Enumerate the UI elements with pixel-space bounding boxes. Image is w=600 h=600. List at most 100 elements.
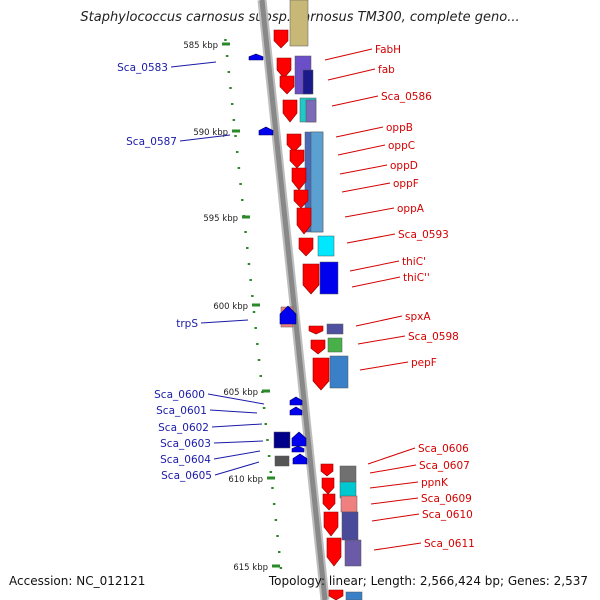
label-leader bbox=[335, 126, 384, 138]
label-leader bbox=[367, 447, 416, 465]
forward-gene[interactable] bbox=[322, 493, 336, 511]
reverse-gene[interactable] bbox=[289, 406, 303, 416]
genome-stats: Topology: linear; Length: 2,566,424 bp; … bbox=[268, 574, 588, 588]
scale-label: 615 kbp bbox=[233, 563, 268, 573]
gene-label-forward[interactable]: fab bbox=[378, 64, 395, 76]
reverse-gene[interactable] bbox=[248, 53, 264, 61]
gene-label-forward[interactable]: Sca_0607 bbox=[419, 460, 470, 472]
gene-label-forward[interactable]: Sca_0593 bbox=[398, 229, 449, 241]
scale-label: 590 kbp bbox=[193, 128, 228, 138]
gene-label-forward[interactable]: pepF bbox=[411, 357, 437, 369]
gene-label-forward[interactable]: Sca_0586 bbox=[381, 91, 432, 103]
label-leader bbox=[373, 542, 422, 551]
label-leader bbox=[341, 182, 391, 193]
reverse-gene[interactable] bbox=[279, 305, 297, 325]
gene-label-forward[interactable]: spxA bbox=[405, 311, 431, 323]
forward-gene[interactable] bbox=[328, 589, 344, 600]
gene-label-reverse[interactable]: Sca_0604 bbox=[160, 454, 211, 466]
scale-label: 600 kbp bbox=[213, 302, 248, 312]
gene-label-reverse[interactable]: Sca_0602 bbox=[158, 422, 209, 434]
gene-label-forward[interactable]: Sca_0609 bbox=[421, 493, 472, 505]
label-leader bbox=[179, 134, 231, 142]
gene-label-reverse[interactable]: Sca_0603 bbox=[160, 438, 211, 450]
gene-label-forward[interactable]: Sca_0606 bbox=[418, 443, 469, 455]
forward-gene[interactable] bbox=[289, 149, 305, 169]
feature-bar bbox=[341, 511, 359, 541]
label-leader bbox=[370, 497, 419, 505]
label-leader bbox=[331, 95, 379, 107]
label-leader bbox=[214, 461, 260, 476]
forward-gene[interactable] bbox=[310, 339, 326, 355]
label-leader bbox=[369, 464, 417, 474]
forward-gene[interactable] bbox=[312, 357, 330, 391]
label-leader bbox=[209, 409, 258, 414]
reverse-gene[interactable] bbox=[289, 396, 303, 406]
gene-label-forward[interactable]: Sca_0610 bbox=[422, 509, 473, 521]
feature-bar bbox=[302, 69, 314, 95]
forward-gene[interactable] bbox=[282, 99, 298, 123]
gene-label-forward[interactable]: oppD bbox=[390, 160, 418, 172]
gene-label-forward[interactable]: thiC'' bbox=[403, 272, 430, 284]
gene-label-reverse[interactable]: Sca_0601 bbox=[156, 405, 207, 417]
gene-label-forward[interactable]: ppnK bbox=[421, 477, 449, 489]
forward-gene[interactable] bbox=[323, 511, 339, 537]
gene-label-reverse[interactable]: Sca_0583 bbox=[117, 62, 168, 74]
forward-gene[interactable] bbox=[291, 167, 307, 191]
scale-labels: 585 kbp 590 kbp 595 kbp 600 kbp 605 kbp 610 k… bbox=[183, 41, 268, 573]
gene-label-forward[interactable]: Sca_0611 bbox=[424, 538, 475, 550]
forward-gene[interactable] bbox=[298, 237, 314, 257]
label-leader bbox=[339, 164, 388, 175]
forward-gene[interactable] bbox=[308, 325, 324, 335]
forward-gene[interactable] bbox=[302, 263, 320, 295]
reverse-gene[interactable] bbox=[258, 126, 274, 136]
gene-labels[interactable]: FabH fab Sca_0586 oppB oppC oppD oppF oppA Sca_0… bbox=[117, 44, 475, 550]
label-leader bbox=[337, 144, 386, 156]
forward-gene[interactable] bbox=[279, 75, 295, 95]
feature-bar bbox=[340, 495, 358, 513]
forward-gene[interactable] bbox=[276, 57, 292, 79]
scale-label: 585 kbp bbox=[183, 41, 218, 51]
label-leader bbox=[346, 233, 396, 244]
gene-glyphs[interactable] bbox=[248, 29, 344, 600]
gene-label-reverse[interactable]: trpS bbox=[176, 318, 198, 330]
forward-gene[interactable] bbox=[321, 477, 335, 495]
label-leader bbox=[211, 423, 263, 428]
gene-label-forward[interactable]: FabH bbox=[375, 44, 401, 56]
label-leader bbox=[213, 450, 261, 460]
label-leader bbox=[324, 48, 373, 61]
backbone-line bbox=[259, 0, 328, 600]
gene-label-reverse[interactable]: Sca_0605 bbox=[161, 470, 212, 482]
feature-bar bbox=[310, 131, 324, 233]
forward-gene[interactable] bbox=[320, 463, 334, 477]
label-leader bbox=[359, 361, 409, 371]
gene-label-forward[interactable]: oppC bbox=[388, 140, 415, 152]
feature-bar bbox=[305, 99, 317, 123]
label-leader bbox=[200, 319, 249, 324]
backbone-band bbox=[257, 0, 330, 600]
label-leader bbox=[357, 335, 406, 345]
label-leader bbox=[207, 393, 265, 405]
gene-label-forward[interactable]: oppB bbox=[386, 122, 413, 134]
feature-bar bbox=[274, 455, 290, 467]
gene-label-forward[interactable]: thiC' bbox=[402, 256, 426, 268]
reverse-gene[interactable] bbox=[292, 453, 308, 465]
feature-bar bbox=[289, 0, 309, 47]
feature-bar bbox=[339, 481, 357, 499]
gene-label-forward[interactable]: oppA bbox=[397, 203, 425, 215]
forward-gene[interactable] bbox=[286, 133, 302, 153]
label-leader bbox=[327, 68, 376, 81]
forward-gene[interactable] bbox=[326, 537, 342, 567]
reverse-gene[interactable] bbox=[291, 431, 307, 447]
gene-label-reverse[interactable]: Sca_0587 bbox=[126, 136, 177, 148]
label-leader bbox=[213, 440, 264, 444]
feature-bar bbox=[329, 355, 349, 389]
reverse-gene[interactable] bbox=[291, 445, 305, 453]
gene-label-forward[interactable]: Sca_0598 bbox=[408, 331, 459, 343]
forward-gene[interactable] bbox=[273, 29, 289, 49]
forward-gene[interactable] bbox=[293, 189, 309, 209]
forward-gene[interactable] bbox=[296, 207, 312, 235]
gene-label-forward[interactable]: oppF bbox=[393, 178, 419, 190]
gene-label-reverse[interactable]: Sca_0600 bbox=[154, 389, 205, 401]
label-leader bbox=[344, 207, 395, 218]
